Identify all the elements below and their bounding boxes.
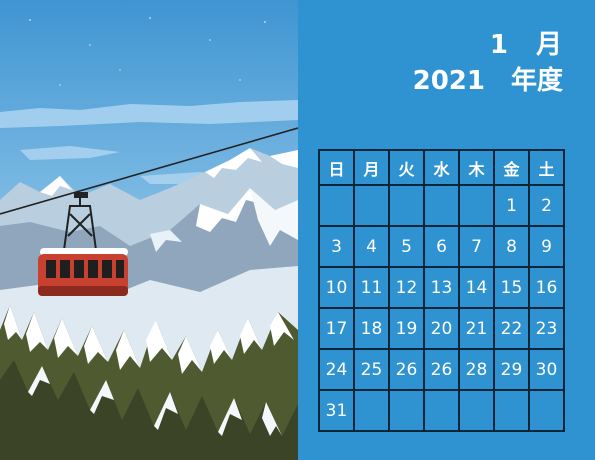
- day-cell: 21: [458, 307, 495, 350]
- sky-stars: [29, 17, 266, 86]
- day-cell: 12: [388, 266, 425, 309]
- weekday-sat: 土: [528, 149, 565, 186]
- day-cell: [423, 389, 460, 432]
- day-cell: [388, 184, 425, 227]
- weekday-mon: 月: [353, 149, 390, 186]
- gondola: [38, 248, 128, 296]
- week-row: 31: [318, 389, 565, 432]
- day-cell: 20: [423, 307, 460, 350]
- day-cell: 11: [353, 266, 390, 309]
- day-cell: 23: [528, 307, 565, 350]
- weekday-sun: 日: [318, 149, 355, 186]
- day-cell: [353, 389, 390, 432]
- day-cell: 14: [458, 266, 495, 309]
- day-cell: 5: [388, 225, 425, 268]
- day-cell: [423, 184, 460, 227]
- day-cell: [353, 184, 390, 227]
- day-cell: 9: [528, 225, 565, 268]
- day-cell: 3: [318, 225, 355, 268]
- day-cell: 4: [353, 225, 390, 268]
- weekday-fri: 金: [493, 149, 530, 186]
- day-cell: [388, 389, 425, 432]
- day-cell: 29: [493, 348, 530, 391]
- weekday-wed: 水: [423, 149, 460, 186]
- day-cell: 19: [388, 307, 425, 350]
- day-cell: [493, 389, 530, 432]
- day-cell: 1: [493, 184, 530, 227]
- day-cell: 10: [318, 266, 355, 309]
- week-row: 24 25 26 26 28 29 30: [318, 348, 565, 391]
- day-cell: [318, 184, 355, 227]
- day-cell: 16: [528, 266, 565, 309]
- day-cell: 25: [353, 348, 390, 391]
- forest: [0, 305, 298, 460]
- day-cell: 13: [423, 266, 460, 309]
- day-cell: 22: [493, 307, 530, 350]
- week-row: 3 4 5 6 7 8 9: [318, 225, 565, 268]
- year-heading: 2021 年度: [412, 66, 563, 96]
- day-cell: [528, 389, 565, 432]
- day-cell: 2: [528, 184, 565, 227]
- day-cell: 24: [318, 348, 355, 391]
- month-calendar-grid: 日 月 火 水 木 金 土 1 2 3 4 5 6 7 8 9 1: [318, 149, 565, 432]
- day-cell: 6: [423, 225, 460, 268]
- cable: [0, 127, 298, 215]
- day-cell: 7: [458, 225, 495, 268]
- week-row: 17 18 19 20 21 22 23: [318, 307, 565, 350]
- weekday-thu: 木: [458, 149, 495, 186]
- ski-gondola-illustration: [0, 0, 298, 460]
- week-row: 10 11 12 13 14 15 16: [318, 266, 565, 309]
- weekday-header-row: 日 月 火 水 木 金 土: [318, 149, 565, 186]
- day-cell: 28: [458, 348, 495, 391]
- weekday-tue: 火: [388, 149, 425, 186]
- day-cell: 18: [353, 307, 390, 350]
- day-cell: 26: [388, 348, 425, 391]
- month-heading: 1 月: [489, 30, 563, 60]
- day-cell: 15: [493, 266, 530, 309]
- week-row: 1 2: [318, 184, 565, 227]
- day-cell: 8: [493, 225, 530, 268]
- day-cell: [458, 184, 495, 227]
- day-cell: 17: [318, 307, 355, 350]
- day-cell: 30: [528, 348, 565, 391]
- day-cell: [458, 389, 495, 432]
- day-cell: 31: [318, 389, 355, 432]
- day-cell: 26: [423, 348, 460, 391]
